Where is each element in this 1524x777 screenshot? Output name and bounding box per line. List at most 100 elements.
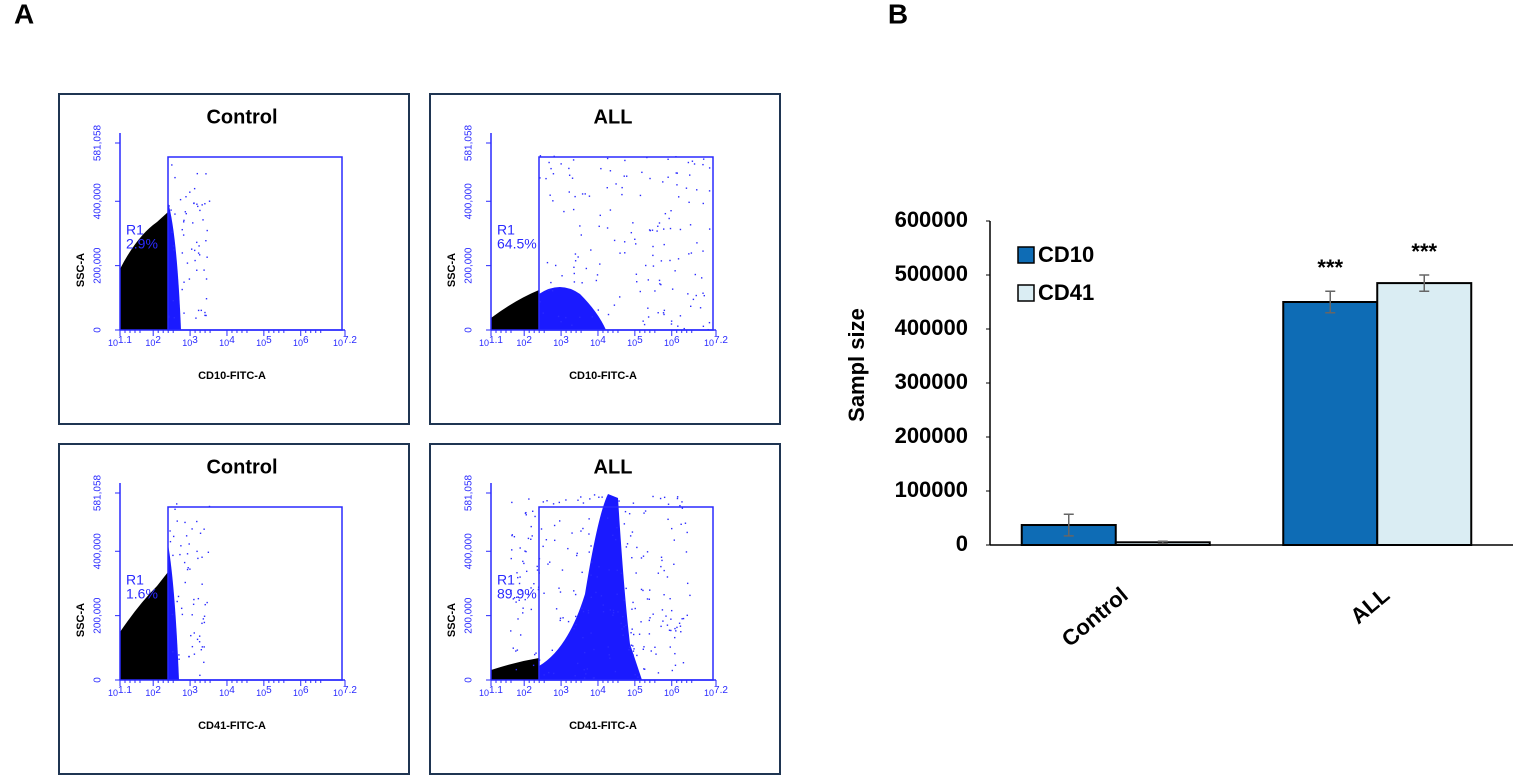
event-dot [629,535,632,537]
event-dot [552,173,555,175]
event-dot [563,210,565,213]
event-dot [178,658,180,660]
event-dot [511,534,513,537]
event-dot [181,252,184,254]
event-dot [597,309,600,311]
event-dot [631,608,633,610]
event-dot [668,217,670,220]
event-dot [548,161,550,164]
event-dot [661,559,663,562]
gate [167,156,343,331]
gate [167,506,343,681]
event-dot [197,309,200,312]
error-bar [1063,513,1074,537]
gate-percent: 2.9% [126,236,158,252]
event-dot [203,615,206,617]
event-dot [179,553,181,556]
event-dot [621,193,623,196]
y-tick-label: 581,058 [464,474,475,511]
plot-title: ALL [594,456,633,478]
event-dot [571,177,574,179]
event-dot [624,510,627,513]
event-dot [669,646,671,648]
event-dot [595,279,598,282]
event-dot [198,641,201,643]
event-dot [614,538,617,541]
event-dot [675,630,677,632]
event-dot [568,191,570,193]
event-dot [568,174,571,176]
event-dot [588,518,590,520]
tick-exponent: 5 [266,335,272,346]
event-dot [515,601,517,603]
event-dot [560,320,562,323]
event-dot [593,648,595,651]
event-dot [674,270,676,272]
event-dot [680,631,682,633]
event-dot [172,299,174,302]
y-axis-label: SSC-A [75,603,87,637]
event-dot [632,654,634,656]
event-dot [624,159,626,162]
tick-exponent: 2 [526,685,532,696]
event-dot [632,645,634,647]
y-tick-label: 0 [956,531,968,556]
event-dot [185,196,187,198]
event-dot [673,539,676,541]
x-tick-label: 104 [590,685,606,699]
event-dot [606,517,609,519]
event-dot [674,652,676,655]
event-dot [205,298,208,300]
event-dot [532,664,535,667]
y-tick-label: 581,058 [464,124,475,161]
event-dot [554,264,557,267]
event-dot [536,565,538,568]
event-dot [568,167,570,170]
event-dot [180,545,182,547]
event-dot [178,654,180,656]
event-dot [523,562,525,565]
event-dot [549,194,551,196]
y-tick-label: 0 [464,327,475,333]
event-dot [632,650,635,652]
gate-percent: 89.9% [497,586,537,602]
event-dot [673,563,675,565]
event-dot [609,609,612,611]
panel-frame [429,443,781,775]
event-dot [652,495,654,498]
panel-label: A [14,0,34,29]
event-dot [625,546,628,548]
event-dot [515,668,518,671]
event-dot [201,583,203,585]
event-dot [516,596,518,598]
event-dot [196,638,199,641]
event-dot [590,249,592,251]
event-dot [636,281,638,283]
event-dot [682,662,685,664]
event-dot [590,545,592,547]
event-dot [203,528,205,530]
event-cloud [168,202,181,330]
event-dot [664,212,667,215]
event-dot [571,324,573,326]
tick-exponent: 6 [303,685,309,696]
event-dot [510,589,512,592]
event-dot [551,290,554,292]
tick-exponent: 7.2 [714,335,728,346]
event-dot [674,664,677,667]
event-dot [205,173,207,175]
event-dot [534,515,536,518]
event-dot [168,205,170,207]
event-cloud [539,494,642,680]
plot-title: Control [206,106,277,128]
x-tick-label: 106 [664,685,680,699]
event-dot [539,177,541,179]
event-dot [598,496,600,498]
event-dot [539,301,541,303]
event-dot [622,634,624,636]
x-tick-label: 103 [182,685,198,699]
event-dot [682,617,685,620]
y-tick-label: 100000 [895,477,968,502]
event-dot [616,593,618,595]
event-dot [517,618,519,620]
